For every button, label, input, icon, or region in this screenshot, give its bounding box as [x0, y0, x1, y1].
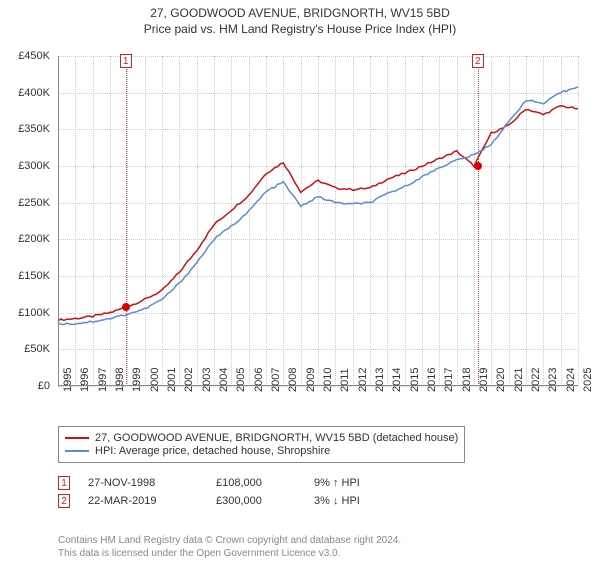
- x-tick-label: 2007: [270, 368, 282, 392]
- footer: Contains HM Land Registry data © Crown c…: [58, 534, 401, 560]
- transaction-date: 27-NOV-1998: [88, 477, 198, 489]
- x-gridline: [578, 56, 579, 386]
- x-tick-label: 2008: [287, 368, 299, 392]
- x-tick-label: 2022: [530, 368, 542, 392]
- y-tick-label: £250K: [0, 197, 50, 209]
- x-tick-label: 2015: [409, 368, 421, 392]
- x-tick-label: 1999: [131, 368, 143, 392]
- y-tick-label: £350K: [0, 123, 50, 135]
- x-tick-label: 2000: [149, 368, 161, 392]
- legend-item: 27, GOODWOOD AVENUE, BRIDGNORTH, WV15 5B…: [65, 432, 458, 444]
- y-tick-label: £200K: [0, 233, 50, 245]
- x-tick-label: 2014: [391, 368, 403, 392]
- transaction-rows: 1 27-NOV-1998 £108,000 9% ↑ HPI 2 22-MAR-2019…: [58, 472, 360, 512]
- x-tick-label: 1998: [114, 368, 126, 392]
- legend: 27, GOODWOOD AVENUE, BRIDGNORTH, WV15 5B…: [58, 426, 465, 463]
- x-tick-label: 2019: [478, 368, 490, 392]
- x-tick-label: 2021: [513, 368, 525, 392]
- plot-area: 12 £0£50K£100K£150K£200K£250K£300K£350K£…: [58, 56, 578, 386]
- transaction-row: 1 27-NOV-1998 £108,000 9% ↑ HPI: [58, 476, 360, 490]
- legend-label: 27, GOODWOOD AVENUE, BRIDGNORTH, WV15 5B…: [95, 432, 458, 444]
- transaction-delta: 9% ↑ HPI: [314, 477, 360, 489]
- x-tick-label: 2020: [495, 368, 507, 392]
- footer-line1: Contains HM Land Registry data © Crown c…: [58, 535, 401, 546]
- legend-item: HPI: Average price, detached house, Shro…: [65, 445, 458, 457]
- series-line: [58, 106, 578, 321]
- event-marker: [474, 162, 482, 170]
- y-tick-label: £0: [0, 380, 50, 392]
- x-tick-label: 2012: [357, 368, 369, 392]
- line-series: [58, 56, 578, 386]
- y-tick-label: £450K: [0, 50, 50, 62]
- x-tick-label: 2001: [166, 368, 178, 392]
- chart-subtitle: Price paid vs. HM Land Registry's House …: [0, 22, 600, 36]
- x-tick-label: 2005: [235, 368, 247, 392]
- event-marker: [122, 303, 130, 311]
- x-tick-label: 2004: [218, 368, 230, 392]
- transaction-badge: 1: [58, 476, 70, 490]
- x-tick-label: 2024: [565, 368, 577, 392]
- x-tick-label: 2006: [253, 368, 265, 392]
- transaction-date: 22-MAR-2019: [88, 495, 198, 507]
- x-tick-label: 2013: [374, 368, 386, 392]
- series-line: [58, 87, 578, 325]
- x-tick-label: 2010: [322, 368, 334, 392]
- x-tick-label: 2002: [183, 368, 195, 392]
- x-tick-label: 2023: [547, 368, 559, 392]
- x-tick-label: 2025: [582, 368, 594, 392]
- x-tick-label: 2017: [443, 368, 455, 392]
- x-tick-label: 1995: [62, 368, 74, 392]
- y-tick-label: £150K: [0, 270, 50, 282]
- y-tick-label: £100K: [0, 307, 50, 319]
- x-tick-label: 1997: [97, 368, 109, 392]
- x-tick-label: 1996: [79, 368, 91, 392]
- x-tick-label: 2009: [305, 368, 317, 392]
- x-tick-label: 2018: [461, 368, 473, 392]
- transaction-badge: 2: [58, 494, 70, 508]
- y-tick-label: £50K: [0, 343, 50, 355]
- legend-swatch: [65, 450, 89, 452]
- transaction-price: £108,000: [216, 477, 296, 489]
- chart-container: 27, GOODWOOD AVENUE, BRIDGNORTH, WV15 5B…: [0, 6, 600, 566]
- x-tick-label: 2016: [426, 368, 438, 392]
- event-badge: 2: [472, 54, 484, 68]
- x-tick-label: 2011: [339, 368, 351, 392]
- y-tick-label: £400K: [0, 87, 50, 99]
- chart-title: 27, GOODWOOD AVENUE, BRIDGNORTH, WV15 5B…: [0, 6, 600, 20]
- transaction-row: 2 22-MAR-2019 £300,000 3% ↓ HPI: [58, 494, 360, 508]
- legend-swatch: [65, 437, 89, 439]
- transaction-delta: 3% ↓ HPI: [314, 495, 360, 507]
- x-tick-label: 2003: [201, 368, 213, 392]
- y-tick-label: £300K: [0, 160, 50, 172]
- transaction-price: £300,000: [216, 495, 296, 507]
- legend-label: HPI: Average price, detached house, Shro…: [95, 445, 330, 457]
- footer-line2: This data is licensed under the Open Gov…: [58, 548, 340, 559]
- event-badge: 1: [120, 54, 132, 68]
